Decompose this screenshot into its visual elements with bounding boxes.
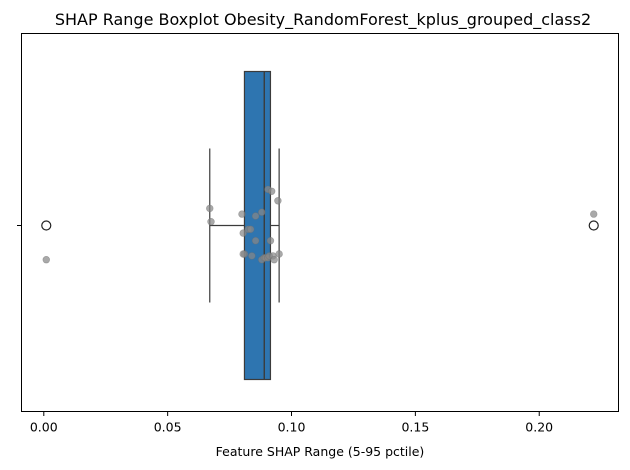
x-tick-label: 0.10	[278, 420, 306, 435]
strip-points-layer	[42, 185, 598, 264]
outlier-point	[588, 220, 599, 231]
x-axis-label: Feature SHAP Range (5-95 pctile)	[216, 444, 425, 459]
strip-point	[258, 208, 266, 216]
strip-point	[251, 237, 260, 245]
x-tick-label: 0.15	[401, 420, 429, 435]
plot-area-frame	[21, 33, 619, 412]
x-axis: 0.00 0.05 0.10 0.15 0.20	[30, 411, 553, 435]
strip-point	[239, 229, 247, 237]
iqr-box	[243, 70, 272, 381]
x-tick-label: 0.05	[154, 420, 182, 435]
strip-point	[246, 225, 255, 234]
strip-point	[266, 237, 275, 245]
strip-point	[238, 210, 246, 218]
strip-point	[206, 204, 214, 213]
strip-point	[270, 256, 278, 264]
strip-point	[42, 256, 50, 264]
strip-point	[207, 218, 215, 226]
strip-point	[590, 210, 598, 218]
strip-point	[274, 197, 282, 205]
x-tick-label: 0.20	[525, 420, 553, 435]
strip-point	[275, 250, 283, 258]
outlier-point	[41, 220, 52, 231]
box-layer	[41, 70, 599, 381]
strip-point	[267, 187, 276, 196]
x-tick-label: 0.00	[30, 420, 58, 435]
strip-point	[248, 252, 256, 260]
strip-point	[251, 212, 260, 220]
chart-title: SHAP Range Boxplot Obesity_RandomForest_…	[55, 10, 591, 30]
strip-point	[239, 250, 247, 258]
